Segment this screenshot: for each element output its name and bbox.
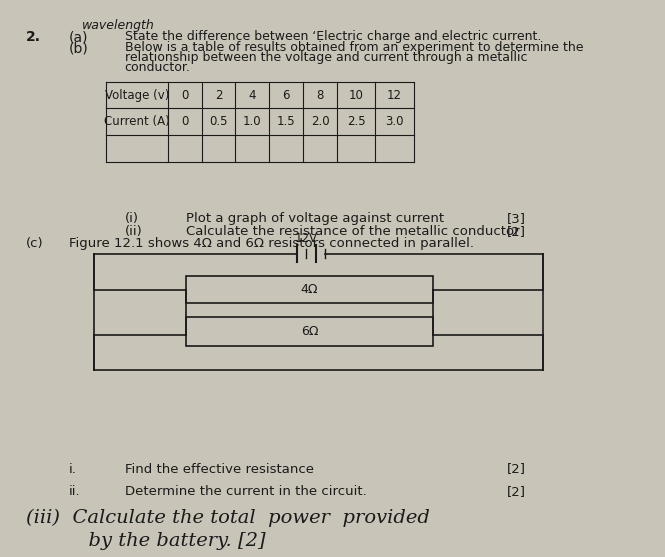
Text: 4: 4 — [249, 89, 256, 101]
Text: i.: i. — [69, 462, 77, 476]
Text: wavelength: wavelength — [82, 19, 154, 32]
Text: 6: 6 — [283, 89, 290, 101]
Text: 2.: 2. — [26, 30, 41, 44]
Text: Calculate the resistance of the metallic conductor: Calculate the resistance of the metallic… — [186, 224, 520, 238]
Text: Plot a graph of voltage against current: Plot a graph of voltage against current — [186, 212, 444, 225]
Text: 12: 12 — [387, 89, 402, 101]
Text: Current (A): Current (A) — [104, 115, 170, 128]
Text: 12V: 12V — [295, 232, 318, 245]
Text: 0: 0 — [181, 89, 188, 101]
Text: 0: 0 — [181, 115, 188, 128]
Text: 6Ω: 6Ω — [301, 325, 318, 338]
Text: by the battery. [2]: by the battery. [2] — [26, 532, 265, 550]
Text: [2]: [2] — [507, 224, 525, 238]
Text: 3.0: 3.0 — [385, 115, 404, 128]
Text: 2: 2 — [215, 89, 222, 101]
Text: Voltage (v): Voltage (v) — [104, 89, 169, 101]
Text: [3]: [3] — [507, 212, 525, 225]
Text: 2.5: 2.5 — [347, 115, 366, 128]
Text: 2.0: 2.0 — [311, 115, 329, 128]
Text: [2]: [2] — [507, 462, 525, 476]
Text: 1.0: 1.0 — [243, 115, 262, 128]
Text: (a): (a) — [69, 30, 88, 44]
Text: 8: 8 — [317, 89, 324, 101]
Text: 10: 10 — [348, 89, 364, 101]
Text: relationship between the voltage and current through a metallic: relationship between the voltage and cur… — [124, 51, 527, 64]
Text: (iii)  Calculate the total  power  provided: (iii) Calculate the total power provided — [26, 509, 430, 527]
Text: 4Ω: 4Ω — [301, 283, 318, 296]
Text: [2]: [2] — [507, 485, 525, 498]
Bar — [186, 276, 433, 304]
Text: Figure 12.1 shows 4Ω and 6Ω resistors connected in parallel.: Figure 12.1 shows 4Ω and 6Ω resistors co… — [69, 237, 474, 251]
Bar — [186, 317, 433, 346]
Text: 1.5: 1.5 — [277, 115, 296, 128]
Text: 0.5: 0.5 — [209, 115, 228, 128]
Text: (b): (b) — [69, 41, 89, 55]
Text: (ii): (ii) — [124, 224, 142, 238]
Text: ii.: ii. — [69, 485, 80, 498]
Text: conductor.: conductor. — [124, 61, 190, 74]
Text: (c): (c) — [26, 237, 44, 251]
Text: State the difference between ‘Electric charge and electric current.: State the difference between ‘Electric c… — [124, 30, 541, 43]
Text: (i): (i) — [124, 212, 138, 225]
Text: Find the effective resistance: Find the effective resistance — [124, 462, 314, 476]
Text: Below is a table of results obtained from an experiment to determine the: Below is a table of results obtained fro… — [124, 41, 583, 54]
Text: Determine the current in the circuit.: Determine the current in the circuit. — [124, 485, 366, 498]
